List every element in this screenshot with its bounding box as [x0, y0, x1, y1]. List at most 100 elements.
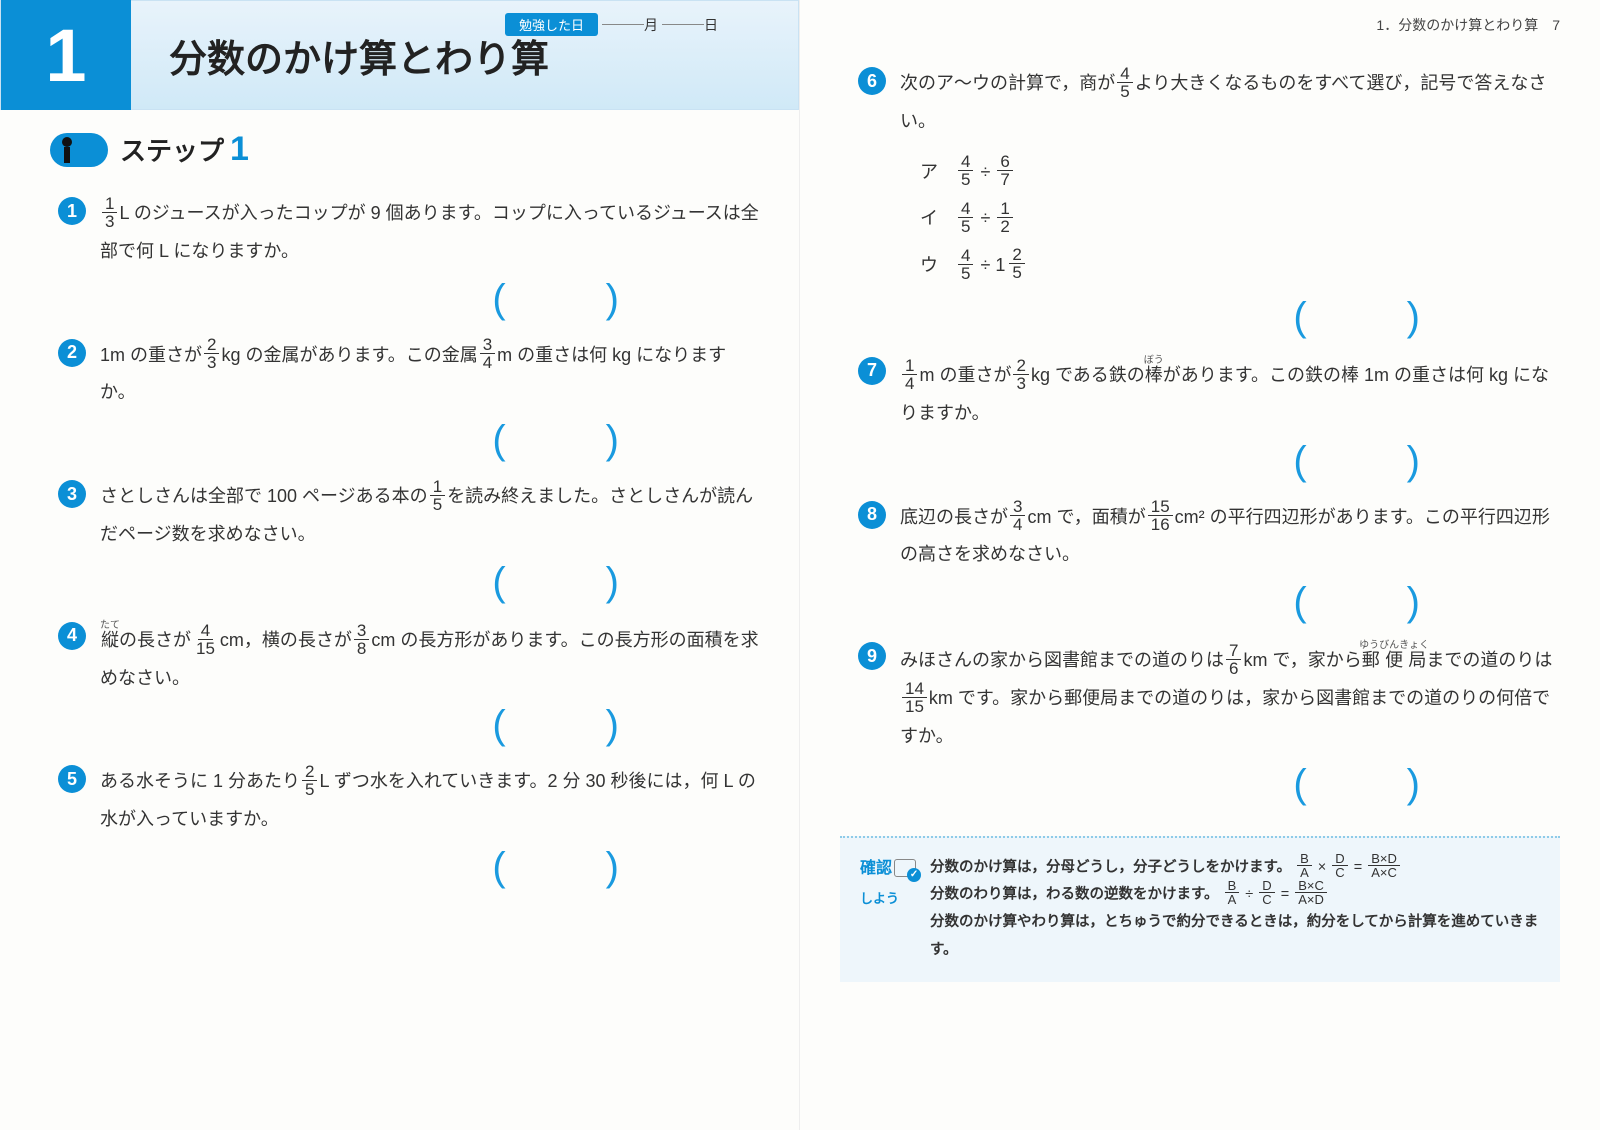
fraction: 45: [958, 200, 973, 235]
problem-number: 2: [58, 339, 86, 367]
month-field[interactable]: [602, 24, 644, 25]
step-number: 1: [230, 130, 249, 169]
problem-2: 2 1m の重さが23kg の金属があります。この金属34m の重さは何 kg …: [60, 337, 759, 463]
fraction: 45: [958, 247, 973, 282]
fraction: B×DA×C: [1368, 852, 1400, 879]
fraction: 14: [902, 357, 917, 392]
ruby: 縦たて: [100, 630, 119, 650]
problem-8: 8 底辺の長さが34cm で，面積が1516cm² の平行四辺形があります。この…: [860, 499, 1560, 625]
text: 底辺の長さが: [900, 507, 1008, 527]
page-right: 1．分数のかけ算とわり算 7 6 次のア〜ウの計算で，商が45より大きくなるもの…: [800, 0, 1600, 1130]
text: 棒: [1144, 365, 1164, 385]
fraction: 415: [193, 622, 218, 657]
problem-9: 9 みほさんの家から図書館までの道のりは76km で，家から郵便局ゆうびんきょく…: [860, 640, 1560, 805]
answer-bracket[interactable]: (​): [60, 277, 759, 321]
text: 1m の重さが: [100, 345, 202, 365]
problem-5: 5 ある水そうに 1 分あたり25L ずつ水を入れていきます。2 分 30 秒後…: [60, 763, 759, 889]
fraction: DC: [1332, 852, 1347, 879]
problem-number: 8: [858, 501, 886, 529]
options: ア 45 ÷ 67 イ 45 ÷ 12 ウ 45 ÷ 125: [920, 149, 1560, 289]
text: 縦: [100, 630, 120, 650]
text: km です。家から郵便局までの道のりは，家から図書館までの道のりの何倍ですか。: [900, 688, 1550, 746]
problem-6: 6 次のア〜ウの計算で，商が45より大きくなるものをすべて選び，記号で答えなさい…: [860, 65, 1560, 339]
step-icon: [50, 133, 108, 167]
kakunin-label: 確認 しよう: [860, 854, 930, 965]
option-a: ア 45 ÷ 67: [920, 149, 1560, 196]
ruby-text: ゆうびんきょく: [1359, 640, 1429, 651]
problem-text: さとしさんは全部で 100 ページある本の15を読み終えました。さとしさんが読ん…: [100, 478, 759, 554]
fraction: 38: [354, 622, 369, 657]
problem-3: 3 さとしさんは全部で 100 ページある本の15を読み終えました。さとしさんが…: [60, 478, 759, 604]
day-suffix: 日: [704, 15, 718, 35]
text: 分数のわり算は，わる数の逆数をかけます。: [930, 887, 1219, 903]
problem-number: 6: [858, 67, 886, 95]
problem-number: 1: [58, 197, 86, 225]
fraction: 34: [1010, 498, 1025, 533]
problem-text: 底辺の長さが34cm で，面積が1516cm² の平行四辺形があります。この平行…: [900, 499, 1560, 575]
opt-label: イ: [920, 208, 938, 228]
fraction: 45: [1117, 65, 1132, 100]
ruby: 棒ぼう: [1145, 365, 1163, 385]
chapter-title: 分数のかけ算とわり算: [169, 28, 549, 83]
study-date-strip: 勉強した日 月 日: [505, 13, 718, 36]
fraction: 12: [997, 200, 1012, 235]
answer-bracket[interactable]: (​): [60, 845, 759, 889]
text: ある水そうに 1 分あたり: [100, 771, 300, 791]
text: L のジュースが入ったコップが 9 個あります。コップに入っているジュースは全部…: [100, 203, 759, 261]
fraction: 1516: [1148, 498, 1173, 533]
label-bottom: しよう: [860, 891, 899, 906]
problem-text: 縦たての長さが415cm，横の長さが38cm の長方形があります。この長方形の面…: [100, 620, 759, 698]
text: 分数のかけ算やわり算は，とちゅうで約分できるときは，約分をしてから計算を進めてい…: [930, 914, 1538, 958]
fraction: 1415: [902, 680, 927, 715]
month-suffix: 月: [644, 15, 658, 35]
fraction: DC: [1259, 879, 1274, 906]
text: 次のア〜ウの計算で，商が: [900, 73, 1115, 93]
problem-text: 1m の重さが23kg の金属があります。この金属34m の重さは何 kg にな…: [100, 337, 759, 413]
answer-bracket[interactable]: (​): [860, 295, 1560, 339]
kakunin-box: 確認 しよう 分数のかけ算は，分母どうし，分子どうしをかけます。 BA × DC…: [840, 836, 1560, 983]
text: m の重さが: [919, 365, 1011, 385]
kakunin-line-2: 分数のわり算は，わる数の逆数をかけます。 BA ÷ DC = B×CA×D: [930, 881, 1540, 909]
mixed-fraction: 125: [995, 242, 1026, 289]
problem-text: ある水そうに 1 分あたり25L ずつ水を入れていきます。2 分 30 秒後には…: [100, 763, 759, 839]
answer-bracket[interactable]: (​): [60, 703, 759, 747]
answer-bracket[interactable]: (​): [860, 580, 1560, 624]
fraction: 45: [958, 153, 973, 188]
kakunin-line-3: 分数のかけ算やわり算は，とちゅうで約分できるときは，約分をしてから計算を進めてい…: [930, 909, 1540, 964]
ruby-text: ぼう: [1144, 355, 1164, 366]
text: みほさんの家から図書館までの道のりは: [900, 650, 1224, 670]
text: さとしさんは全部で 100 ページある本の: [100, 486, 428, 506]
problem-number: 9: [858, 642, 886, 670]
problem-text: みほさんの家から図書館までの道のりは76km で，家から郵便局ゆうびんきょくまで…: [900, 640, 1560, 755]
problem-number: 7: [858, 357, 886, 385]
text: kg である鉄の: [1031, 365, 1145, 385]
fraction: BA: [1297, 852, 1312, 879]
text: cm，横の長さが: [220, 630, 352, 650]
step-header: ステップ 1: [50, 130, 759, 169]
problem-1: 1 13L のジュースが入ったコップが 9 個あります。コップに入っているジュー…: [60, 195, 759, 321]
option-c: ウ 45 ÷ 125: [920, 242, 1560, 289]
chapter-number: 1: [1, 0, 131, 110]
answer-bracket[interactable]: (​): [860, 439, 1560, 483]
chapter-header: 1 分数のかけ算とわり算 勉強した日 月 日: [0, 0, 799, 110]
fraction: 76: [1226, 642, 1241, 677]
ruby-text: たて: [100, 620, 120, 631]
fraction: 67: [997, 153, 1012, 188]
problem-text: 14m の重さが23kg である鉄の棒ぼうがあります。この鉄の棒 1m の重さは…: [900, 355, 1560, 433]
text: 分数のかけ算は，分母どうし，分子どうしをかけます。: [930, 859, 1291, 875]
text: cm で，面積が: [1027, 507, 1145, 527]
problem-text: 13L のジュースが入ったコップが 9 個あります。コップに入っているジュースは…: [100, 195, 759, 271]
problem-7: 7 14m の重さが23kg である鉄の棒ぼうがあります。この鉄の棒 1m の重…: [860, 355, 1560, 483]
fraction: 15: [430, 478, 445, 513]
text: 郵便局: [1359, 650, 1429, 670]
fraction: 23: [1013, 357, 1028, 392]
answer-bracket[interactable]: (​): [60, 560, 759, 604]
answer-bracket[interactable]: (​): [860, 762, 1560, 806]
answer-bracket[interactable]: (​): [60, 418, 759, 462]
opt-label: ウ: [920, 255, 938, 275]
note-check-icon: [894, 859, 916, 877]
text: までの道のりは: [1426, 650, 1552, 670]
problem-number: 5: [58, 765, 86, 793]
day-field[interactable]: [662, 24, 704, 25]
ruby: 郵便局ゆうびんきょく: [1362, 650, 1427, 670]
